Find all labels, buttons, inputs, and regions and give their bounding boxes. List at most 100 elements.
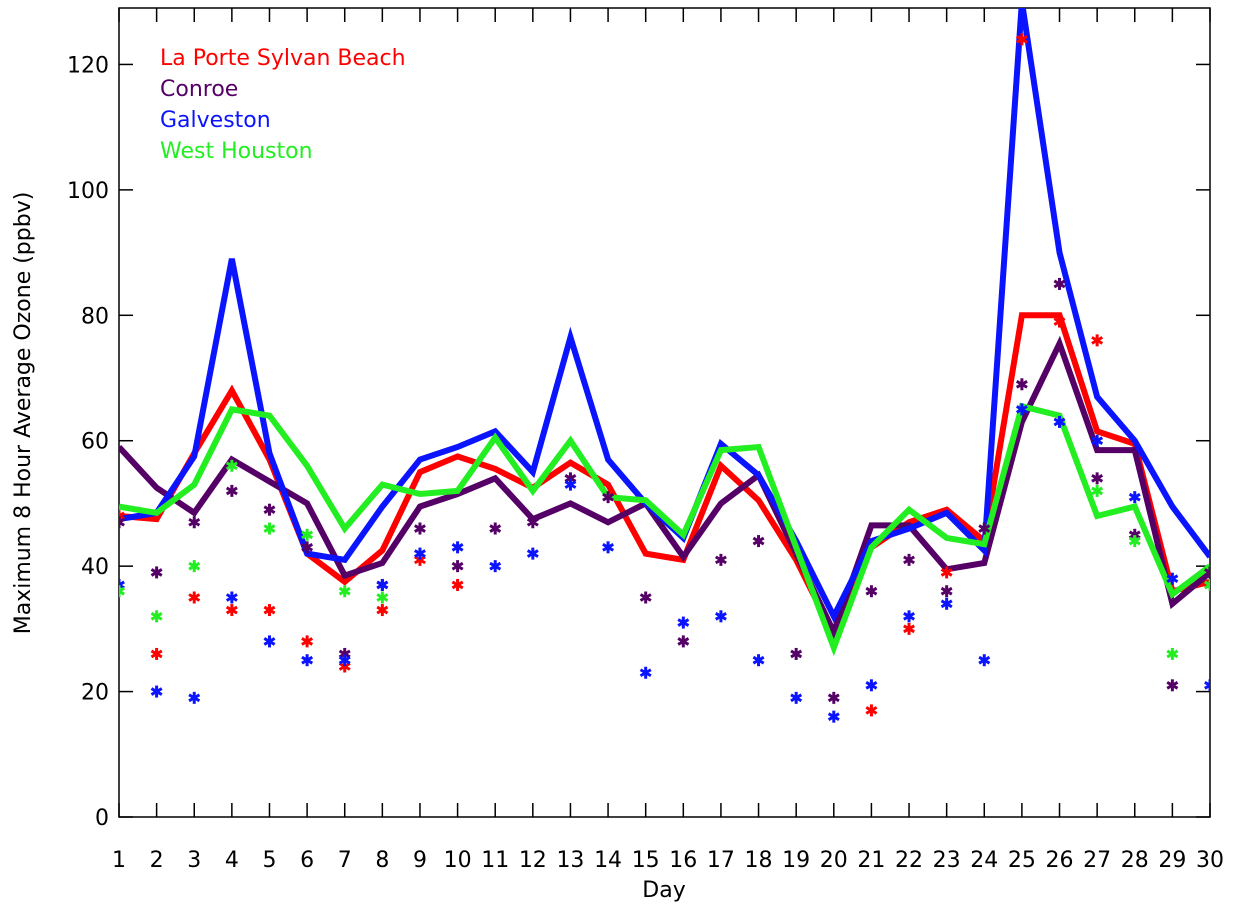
x-tick-label: 16	[669, 848, 697, 873]
observation-marker	[639, 591, 652, 604]
observation-marker	[602, 541, 615, 554]
x-tick-label: 6	[300, 848, 314, 873]
marker-stroke	[150, 649, 163, 659]
observation-marker	[677, 616, 690, 629]
marker-stroke	[1128, 536, 1141, 546]
observation-marker	[940, 585, 953, 598]
marker-stroke	[301, 530, 314, 540]
x-tick-label: 26	[1046, 848, 1074, 873]
y-tick-label: 120	[67, 53, 109, 78]
y-tick-label: 0	[95, 806, 109, 831]
x-tick-label: 18	[745, 848, 773, 873]
x-tick-label: 29	[1158, 848, 1186, 873]
marker-stroke	[263, 605, 276, 615]
observation-marker	[978, 522, 991, 535]
marker-stroke	[150, 612, 163, 621]
observation-marker	[376, 591, 389, 604]
observation-marker	[1166, 572, 1179, 585]
marker-stroke	[639, 668, 652, 678]
observation-marker	[1204, 566, 1210, 579]
marker-stroke	[1204, 583, 1210, 590]
observation-marker	[225, 484, 238, 497]
y-tick-label: 20	[81, 681, 109, 706]
observation-marker	[827, 710, 840, 723]
marker-stroke	[677, 618, 690, 627]
marker-stroke	[338, 649, 351, 659]
marker-stroke	[301, 543, 314, 552]
x-tick-label: 12	[519, 848, 547, 873]
marker-stroke	[376, 580, 389, 590]
observation-marker	[1053, 277, 1066, 290]
x-tick-label: 22	[895, 848, 923, 873]
observation-marker	[564, 478, 577, 491]
observation-marker	[602, 491, 615, 504]
marker-stroke	[752, 536, 765, 546]
marker-stroke	[263, 637, 276, 646]
observation-marker	[903, 622, 915, 635]
marker-stroke	[263, 524, 276, 533]
marker-stroke	[225, 486, 238, 496]
x-tick-label: 13	[556, 848, 584, 873]
marker-stroke	[451, 543, 464, 552]
marker-stroke	[376, 593, 389, 602]
observation-marker	[978, 654, 991, 667]
observation-marker	[451, 541, 464, 554]
legend-entry: Conroe	[160, 77, 238, 102]
observation-marker	[225, 604, 238, 617]
marker-stroke	[188, 693, 201, 703]
observation-marker	[414, 547, 426, 560]
x-tick-label: 4	[225, 848, 239, 873]
x-tick-label: 15	[632, 848, 660, 873]
observation-marker	[301, 654, 314, 667]
observation-marker	[263, 604, 276, 617]
observation-marker	[225, 591, 238, 604]
series-line	[119, 402, 1210, 657]
observation-marker	[526, 516, 539, 529]
y-tick-label: 40	[81, 555, 109, 580]
observation-marker	[301, 635, 314, 648]
marker-stroke	[639, 593, 652, 602]
observation-marker	[1091, 434, 1104, 447]
observation-marker	[1166, 647, 1179, 660]
marker-stroke	[119, 520, 125, 527]
marker-stroke	[714, 555, 727, 565]
observation-marker	[714, 610, 727, 623]
marker-stroke	[338, 655, 351, 665]
observation-marker	[119, 509, 125, 522]
observation-marker	[451, 560, 464, 573]
marker-stroke	[119, 517, 125, 524]
x-tick-label: 14	[594, 848, 622, 873]
marker-stroke	[489, 561, 502, 571]
observation-marker	[150, 647, 163, 660]
marker-stroke	[865, 681, 878, 690]
marker-stroke	[150, 568, 163, 577]
marker-stroke	[827, 712, 840, 721]
observation-marker	[188, 516, 201, 529]
observation-marker	[119, 516, 125, 529]
observation-marker	[150, 685, 163, 698]
x-tick-label: 8	[375, 848, 389, 873]
marker-stroke	[1204, 568, 1210, 575]
observation-marker	[338, 585, 351, 598]
observation-marker	[1128, 535, 1141, 548]
observation-marker	[1091, 334, 1104, 347]
marker-stroke	[263, 505, 276, 515]
legend-entry: La Porte Sylvan Beach	[160, 46, 406, 71]
observation-marker	[714, 553, 727, 566]
marker-stroke	[1166, 649, 1179, 659]
marker-stroke	[978, 655, 991, 665]
x-tick-label: 7	[338, 848, 352, 873]
observation-marker	[639, 666, 652, 679]
marker-stroke	[414, 549, 426, 558]
marker-stroke	[119, 580, 125, 587]
marker-stroke	[301, 637, 314, 646]
observation-marker	[376, 604, 389, 617]
observation-marker	[1128, 491, 1141, 504]
observation-marker	[752, 535, 765, 548]
x-tick-label: 1	[112, 848, 126, 873]
marker-stroke	[1128, 530, 1141, 540]
x-tick-label: 3	[187, 848, 201, 873]
marker-stroke	[903, 555, 915, 565]
plot-frame	[118, 7, 1211, 818]
marker-stroke	[188, 561, 201, 571]
